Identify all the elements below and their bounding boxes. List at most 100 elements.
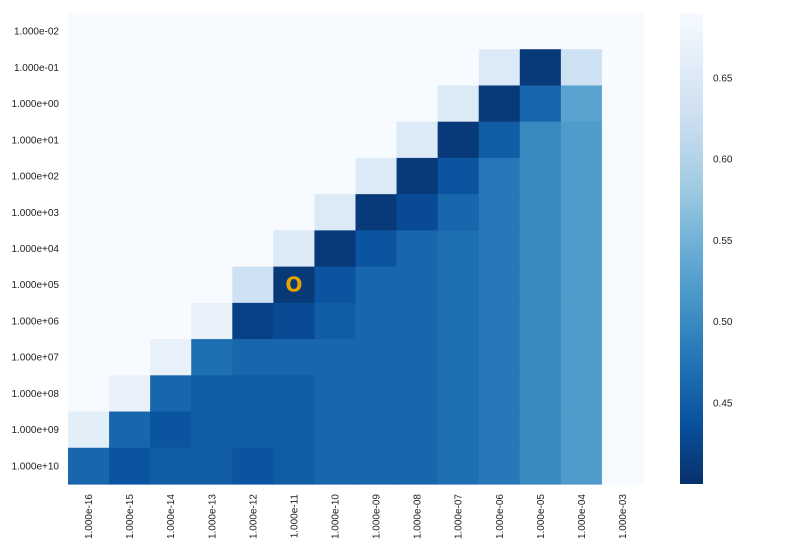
x-tick-label: 1.000e-07 <box>454 494 465 539</box>
heatmap-cell <box>396 411 439 449</box>
heatmap-cell <box>109 375 151 413</box>
heatmap-cell <box>601 121 644 159</box>
heatmap-cell <box>355 230 398 268</box>
heatmap-cell <box>232 157 274 195</box>
x-tick-label: 1.000e-09 <box>372 494 383 539</box>
x-tick-label: 1.000e-06 <box>495 494 506 539</box>
y-tick-label: 1.000e+10 <box>11 461 59 472</box>
colorbar-tick-label: 0.45 <box>713 398 733 409</box>
heatmap-cell <box>519 49 562 87</box>
heatmap-cell <box>232 121 274 159</box>
heatmap-cell <box>396 121 439 159</box>
heatmap-cell <box>68 266 110 304</box>
heatmap-cell <box>314 85 357 123</box>
heatmap-cell <box>601 13 644 50</box>
heatmap-cell <box>519 339 562 376</box>
heatmap-cell <box>478 447 521 485</box>
heatmap-cell <box>109 266 151 304</box>
x-tick-label: 1.000e-16 <box>84 494 95 539</box>
heatmap-cell <box>314 339 357 376</box>
x-tick-label: 1.000e-08 <box>413 494 424 539</box>
heatmap-cell <box>68 85 110 123</box>
heatmap-cell <box>273 121 316 159</box>
heatmap-cell <box>191 375 233 413</box>
heatmap-cell <box>314 13 357 50</box>
heatmap-cell <box>601 266 644 304</box>
heatmap-cell <box>68 49 110 87</box>
heatmap-cell <box>396 194 439 231</box>
heatmap-cell <box>437 85 480 123</box>
x-tick-label: 1.000e-14 <box>166 494 177 539</box>
heatmap-cell <box>191 13 233 50</box>
heatmap-cell <box>560 85 603 123</box>
heatmap-cell <box>437 121 480 159</box>
heatmap-cell <box>355 85 398 123</box>
heatmap-cell <box>232 339 274 376</box>
heatmap-cell <box>109 85 151 123</box>
heatmap-cell <box>109 411 151 449</box>
heatmap-cell <box>396 230 439 268</box>
heatmap-cell <box>478 85 521 123</box>
heatmap-cell <box>314 230 357 268</box>
y-tick-label: 1.000e+02 <box>11 172 59 183</box>
heatmap-cell <box>109 121 151 159</box>
heatmap-cell <box>191 230 233 268</box>
heatmap-cell <box>273 85 316 123</box>
heatmap-cell <box>519 302 562 340</box>
heatmap-cell <box>519 230 562 268</box>
y-tick-label: 1.000e+08 <box>11 389 59 400</box>
heatmap-cell <box>150 13 192 50</box>
heatmap-cell <box>437 49 480 87</box>
heatmap-cell <box>437 375 480 413</box>
heatmap-cell <box>519 266 562 304</box>
heatmap-cell <box>355 339 398 376</box>
heatmap-cell <box>560 49 603 87</box>
colorbar-tick-label: 0.60 <box>713 155 733 166</box>
heatmap-cell <box>437 230 480 268</box>
heatmap-cell <box>396 339 439 376</box>
heatmap-cell <box>560 194 603 231</box>
heatmap-cell <box>273 339 316 376</box>
heatmap-cell <box>314 49 357 87</box>
marker-layer: O <box>285 273 302 297</box>
heatmap-cell <box>519 447 562 485</box>
heatmap-cell <box>355 157 398 195</box>
x-tick-label: 1.000e-13 <box>207 494 218 539</box>
heatmap-cell <box>273 447 316 485</box>
heatmap-cell <box>150 194 192 231</box>
heatmap-cell <box>191 194 233 231</box>
heatmap-cell <box>273 302 316 340</box>
heatmap-cell <box>478 266 521 304</box>
heatmap-cell <box>437 302 480 340</box>
heatmap-cell <box>478 339 521 376</box>
heatmap-cell <box>109 157 151 195</box>
heatmap-cell <box>273 411 316 449</box>
heatmap-cell <box>68 157 110 195</box>
heatmap-cell <box>601 230 644 268</box>
heatmap-cell <box>560 302 603 340</box>
heatmap-cell <box>396 13 439 50</box>
heatmap-cell <box>519 13 562 50</box>
heatmap-cell <box>68 121 110 159</box>
heatmap-cell <box>601 85 644 123</box>
heatmap-cell <box>232 230 274 268</box>
heatmap-cell <box>150 230 192 268</box>
colorbar: 0.45 0.50 0.55 0.60 0.65 <box>680 13 733 484</box>
heatmap-cell <box>68 302 110 340</box>
heatmap-cell <box>355 49 398 87</box>
y-tick-label: 1.000e+07 <box>11 353 59 364</box>
heatmap-cell <box>109 339 151 376</box>
heatmap-cell <box>396 157 439 195</box>
heatmap-cell <box>314 411 357 449</box>
heatmap-cell <box>560 13 603 50</box>
heatmap-cell <box>273 375 316 413</box>
x-tick-label: 1.000e-10 <box>330 494 341 539</box>
heatmap-cell <box>150 85 192 123</box>
x-tick-labels: 1.000e-16 1.000e-15 1.000e-14 1.000e-13 1.00… <box>84 494 629 539</box>
heatmap-cell <box>478 375 521 413</box>
heatmap-cell <box>314 121 357 159</box>
heatmap-cell <box>273 157 316 195</box>
y-tick-label: 1.000e+09 <box>11 425 59 436</box>
heatmap-cell <box>232 13 274 50</box>
heatmap-cell <box>273 230 316 268</box>
